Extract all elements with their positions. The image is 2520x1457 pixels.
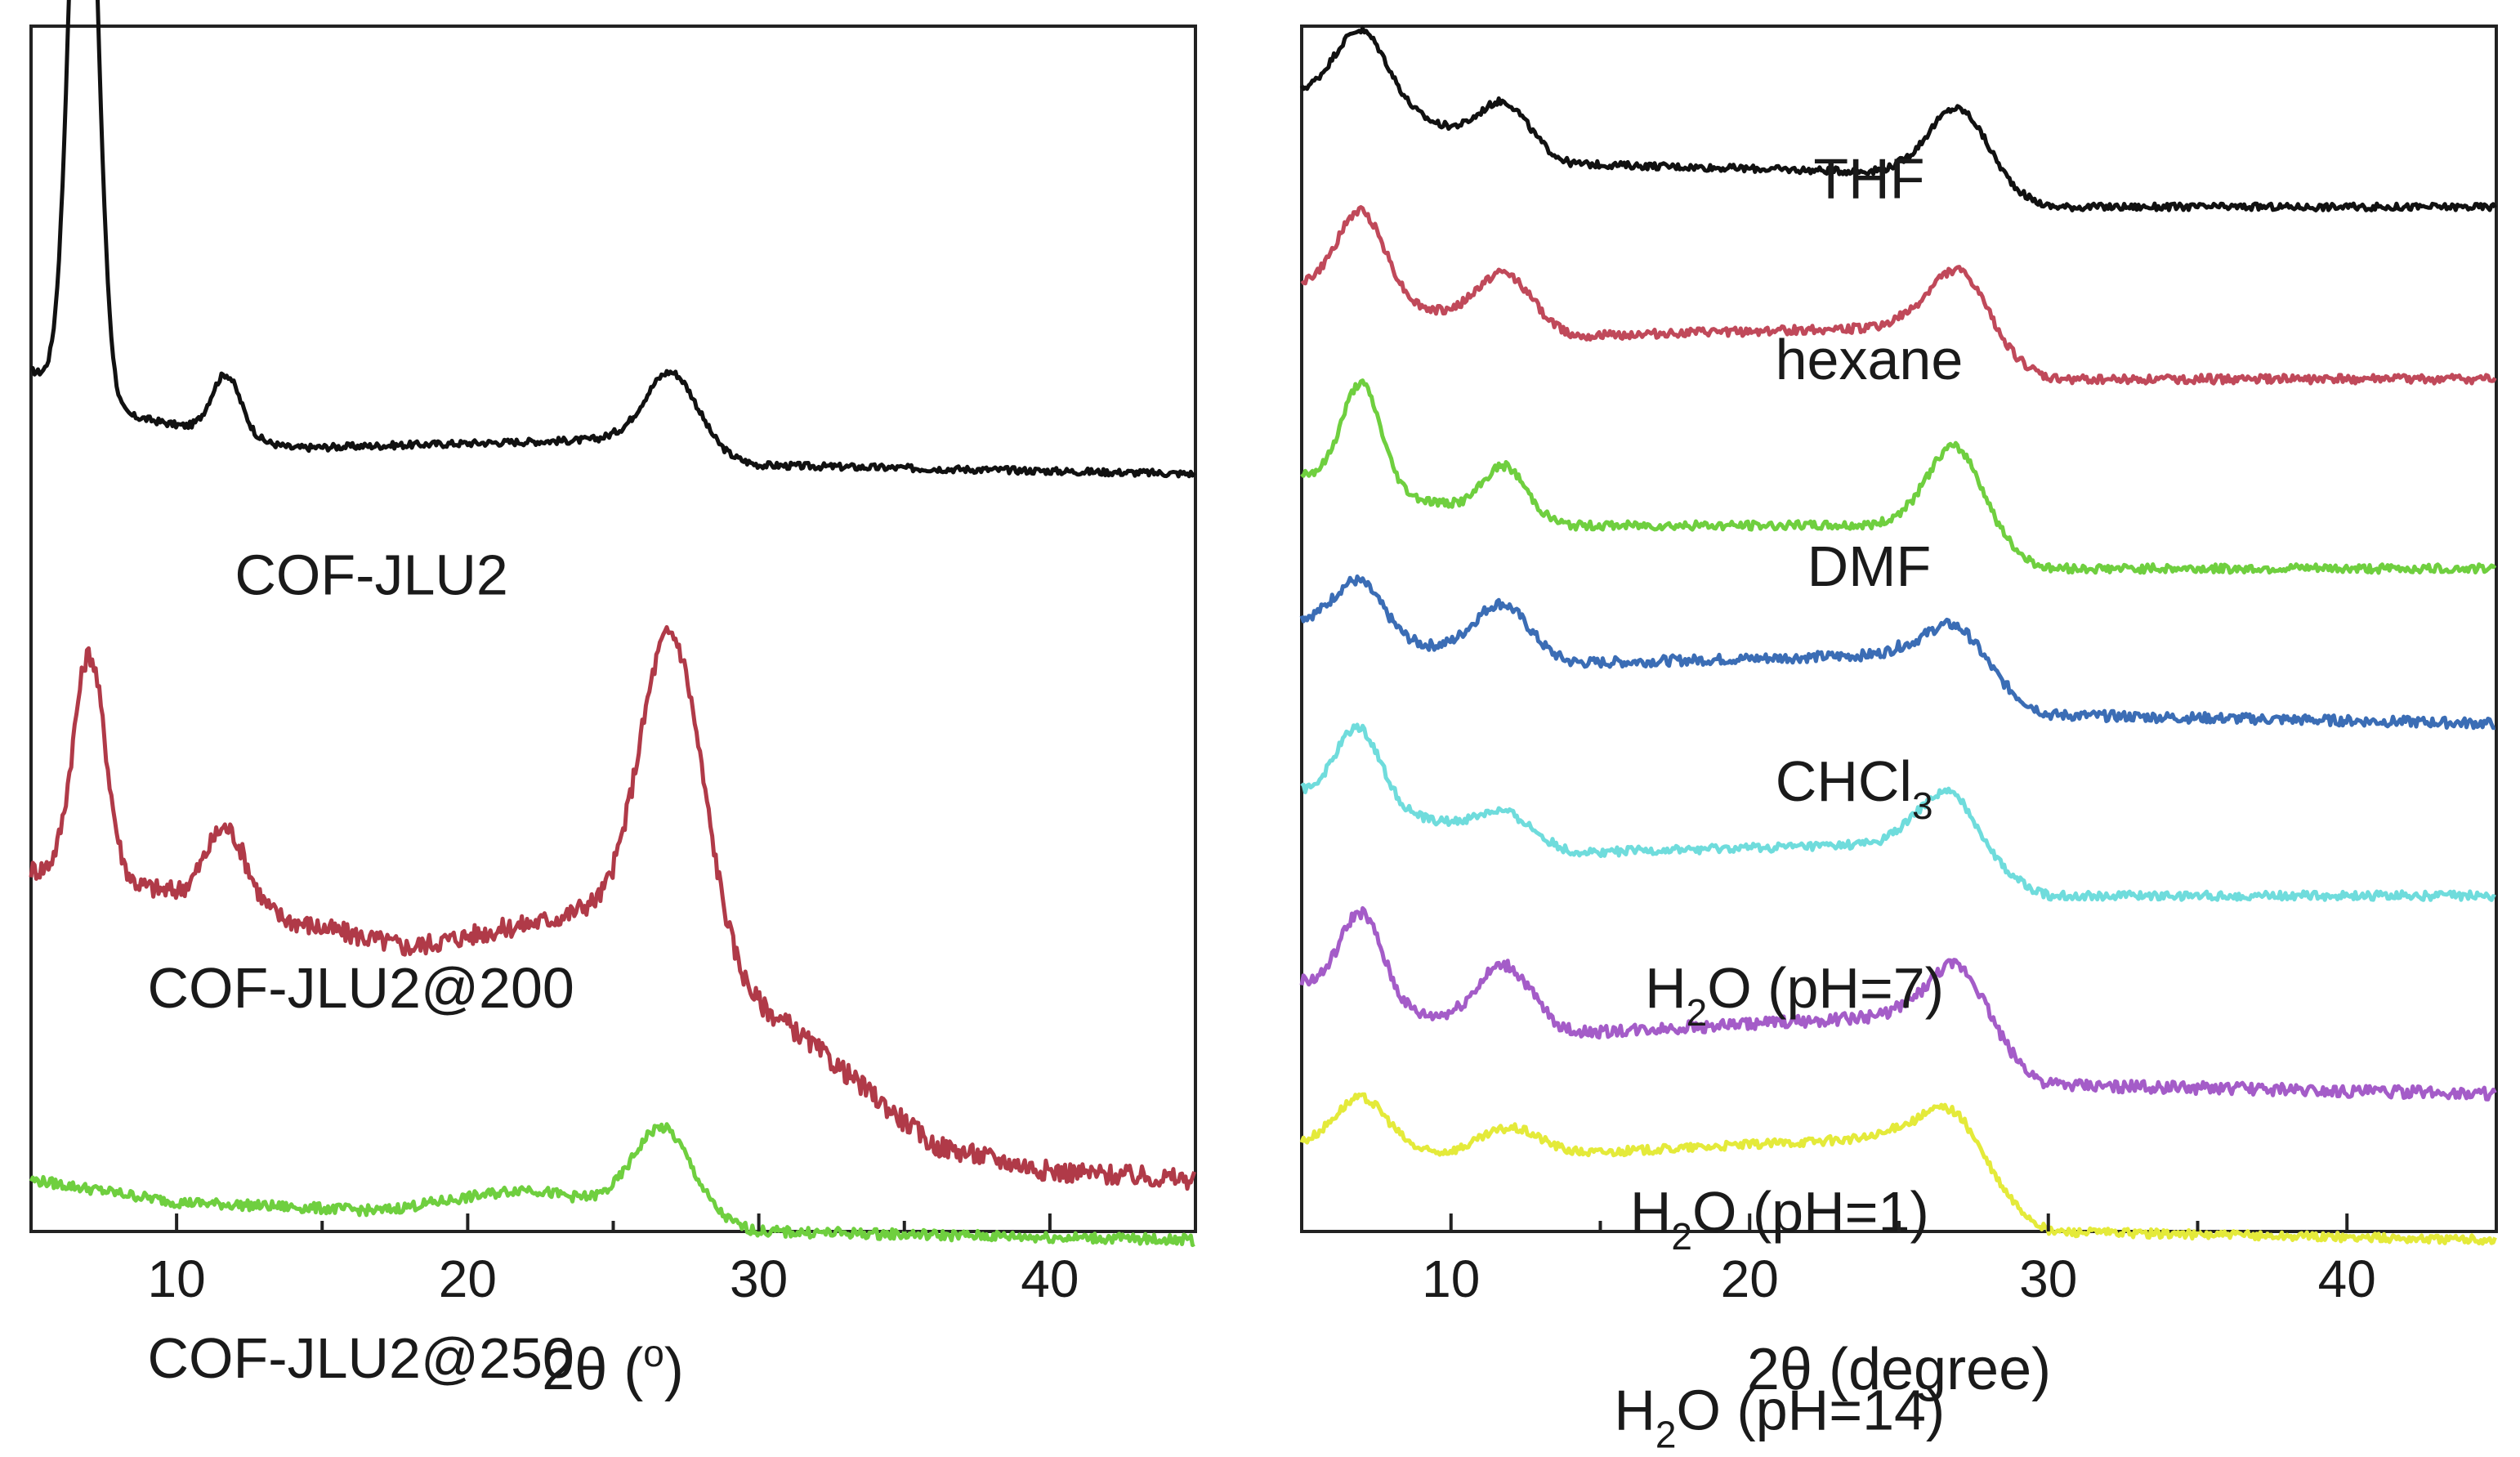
right-series-line-dmf — [1299, 574, 2495, 731]
right-series-line-hexane — [1300, 378, 2497, 575]
right-series-line-untreated — [1299, 26, 2497, 212]
right-chart-panel: THF hexane DMF CHCl3 H2O (pH=7) H2O (pH=1) H2O… — [1299, 25, 2498, 1455]
right-series-label: CHCl3 — [1776, 749, 1933, 827]
left-x-tick-label: 30 — [730, 1249, 788, 1308]
left-x-tick-label: 10 — [148, 1249, 206, 1308]
right-x-tick-label: 10 — [1422, 1249, 1480, 1308]
left-series-label: COF-JLU2@200 — [148, 956, 574, 1020]
left-x-tick-label: 20 — [439, 1249, 497, 1308]
left-chart-panel: COF-JLU2 COF-JLU2@200 COF-JLU2@250 10 20 30 4… — [29, 0, 1197, 1402]
left-series-line-cof-jlu2 — [30, 0, 1196, 479]
right-series-label: THF — [1813, 147, 1924, 211]
left-plot-frame — [29, 25, 1197, 1233]
right-x-axis-title: 2θ (degree) — [1747, 1337, 2051, 1402]
left-series-line-cof-jlu2-250 — [29, 1122, 1195, 1248]
left-series-label: COF-JLU2@250 — [148, 1326, 574, 1390]
left-series-line-cof-jlu2-200 — [29, 625, 1196, 1191]
left-x-tick-label: 40 — [1021, 1249, 1079, 1308]
right-series-line-chcl3 — [1300, 722, 2496, 902]
left-x-axis-title: 2θ (o) — [542, 1332, 684, 1402]
right-series-label: H2O (pH=14) — [1614, 1378, 1945, 1455]
right-series-line-h2o-ph-1- — [1299, 1092, 2497, 1246]
right-x-tick-label: 40 — [2318, 1249, 2376, 1308]
right-series-line-h2o-ph-7- — [1299, 905, 2497, 1102]
right-x-tick-label: 30 — [2019, 1249, 2077, 1308]
right-series-label: DMF — [1807, 534, 1932, 598]
left-series-label: COF-JLU2 — [235, 543, 507, 606]
right-series-label: hexane — [1776, 328, 1964, 391]
right-series-label: H2O (pH=1) — [1630, 1180, 1929, 1258]
right-series-label: H2O (pH=7) — [1645, 956, 1944, 1034]
right-series-line-thf — [1300, 205, 2497, 386]
right-x-tick-label: 20 — [1721, 1249, 1779, 1308]
